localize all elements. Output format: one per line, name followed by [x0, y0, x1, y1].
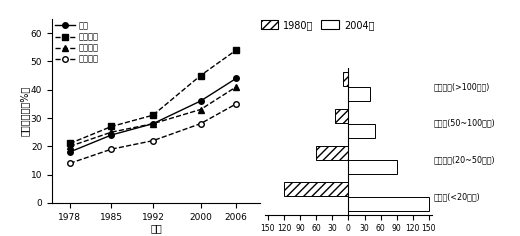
Bar [348, 124, 375, 138]
Legend: 1980年, 2004年: 1980年, 2004年 [261, 20, 374, 30]
西部地带 [233, 102, 239, 105]
全国 [233, 77, 239, 80]
东部地带 [150, 114, 156, 117]
西部地带 [67, 162, 73, 165]
全国 [67, 151, 73, 153]
全国 [108, 134, 114, 136]
Text: 特大城市(>100万人): 特大城市(>100万人) [433, 82, 490, 91]
西部地带 [108, 148, 114, 151]
Bar [343, 72, 348, 86]
Bar [316, 146, 348, 160]
东部地带 [108, 125, 114, 128]
西部地带 [198, 122, 204, 125]
Text: 小城市(<20万人): 小城市(<20万人) [433, 192, 480, 201]
中部地带 [150, 122, 156, 125]
Y-axis label: 城市化水平（%）: 城市化水平（%） [19, 86, 30, 136]
Line: 中部地带: 中部地带 [67, 84, 239, 149]
全国 [150, 122, 156, 125]
Line: 东部地带: 东部地带 [67, 47, 239, 146]
东部地带 [198, 74, 204, 77]
Bar [348, 87, 370, 101]
Line: 西部地带: 西部地带 [67, 101, 239, 166]
X-axis label: 年份: 年份 [150, 223, 162, 233]
Bar [348, 160, 397, 174]
Bar [284, 182, 348, 196]
Text: 中等城市(20~50万人): 中等城市(20~50万人) [433, 155, 495, 164]
Bar [348, 197, 429, 211]
东部地带 [67, 142, 73, 145]
全国 [198, 100, 204, 102]
东部地带 [233, 49, 239, 51]
西部地带 [150, 139, 156, 142]
中部地带 [67, 145, 73, 148]
中部地带 [233, 85, 239, 88]
Text: 大城市(50~100万人): 大城市(50~100万人) [433, 119, 495, 128]
中部地带 [108, 131, 114, 134]
Legend: 全国, 东部地带, 中部地带, 西部地带: 全国, 东部地带, 中部地带, 西部地带 [55, 21, 99, 64]
Bar [335, 109, 348, 123]
Line: 全国: 全国 [67, 76, 239, 155]
中部地带 [198, 108, 204, 111]
